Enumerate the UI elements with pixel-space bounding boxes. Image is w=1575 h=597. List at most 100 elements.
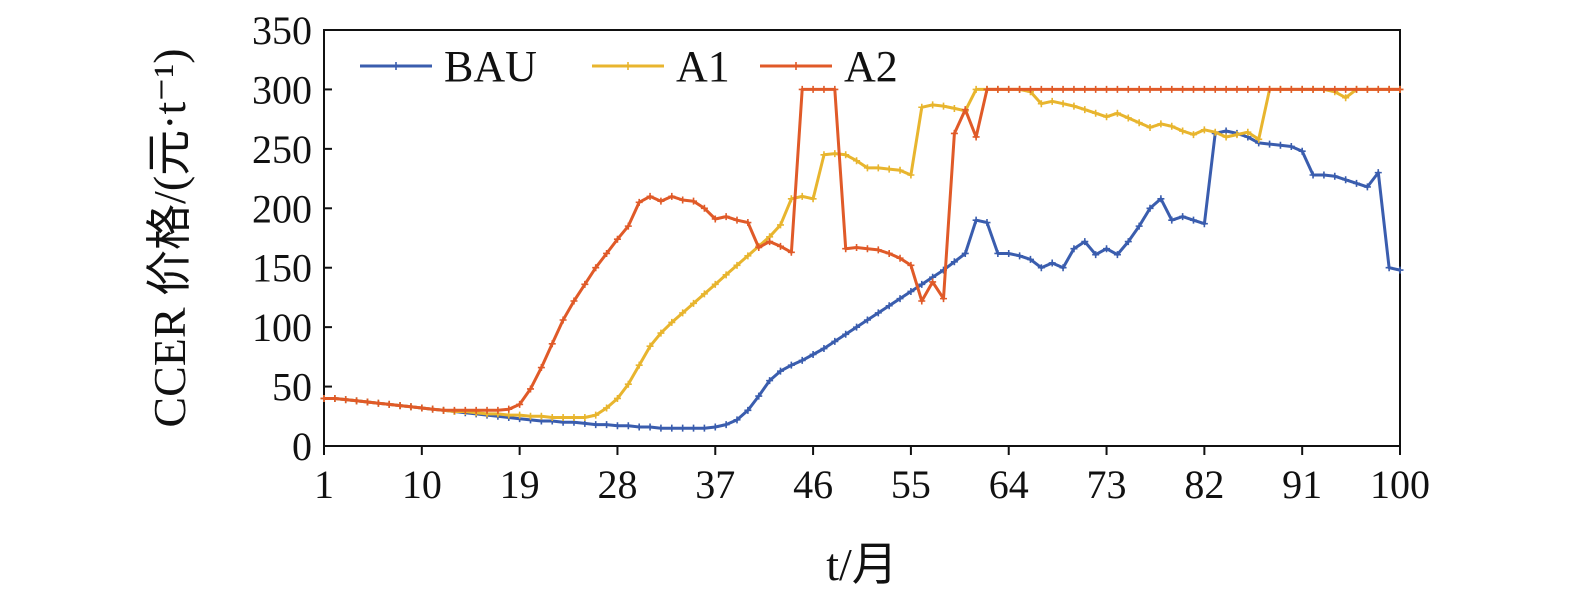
data-point-a2 bbox=[1244, 85, 1252, 93]
data-point-a2 bbox=[700, 204, 708, 212]
data-point-a2 bbox=[1135, 85, 1143, 93]
data-point-bau bbox=[1081, 238, 1089, 246]
x-tick-label: 10 bbox=[402, 462, 442, 507]
data-point-bau bbox=[1016, 252, 1024, 260]
x-axis: 1 10 19 28 37 46 55 64 73 82 91 100 bbox=[314, 446, 1430, 507]
series-layer bbox=[320, 85, 1404, 432]
data-point-a1 bbox=[1124, 114, 1132, 122]
data-point-a1 bbox=[1048, 97, 1056, 105]
data-point-a1 bbox=[690, 299, 698, 307]
data-point-a2 bbox=[646, 192, 654, 200]
data-point-a2 bbox=[744, 219, 752, 227]
y-tick-label: 0 bbox=[292, 424, 312, 469]
data-point-bau bbox=[1113, 251, 1121, 259]
data-point-a1 bbox=[950, 104, 958, 112]
data-point-bau bbox=[1168, 216, 1176, 224]
legend-marker bbox=[624, 62, 632, 70]
data-point-a2 bbox=[440, 406, 448, 414]
data-point-a1 bbox=[874, 164, 882, 172]
data-point-a1 bbox=[842, 151, 850, 159]
data-point-a2 bbox=[842, 245, 850, 253]
data-point-a1 bbox=[1222, 133, 1230, 141]
data-point-bau bbox=[1331, 172, 1339, 180]
data-point-bau bbox=[603, 421, 611, 429]
data-point-bau bbox=[787, 361, 795, 369]
data-point-bau bbox=[842, 330, 850, 338]
data-point-a1 bbox=[722, 271, 730, 279]
data-point-a2 bbox=[570, 297, 578, 305]
data-point-bau bbox=[1135, 222, 1143, 230]
data-point-a2 bbox=[1342, 85, 1350, 93]
data-point-a2 bbox=[624, 222, 632, 230]
data-point-a2 bbox=[1255, 85, 1263, 93]
data-point-a2 bbox=[831, 85, 839, 93]
data-point-a2 bbox=[1396, 85, 1404, 93]
data-point-a1 bbox=[581, 413, 589, 421]
data-point-a2 bbox=[1287, 85, 1295, 93]
data-point-a1 bbox=[657, 329, 665, 337]
legend-marker bbox=[792, 62, 800, 70]
data-point-bau bbox=[896, 295, 904, 303]
data-point-a1 bbox=[1168, 122, 1176, 130]
data-point-a1 bbox=[820, 151, 828, 159]
data-point-a1 bbox=[516, 411, 524, 419]
data-point-a2 bbox=[505, 405, 513, 413]
y-axis: 0 50 100 150 200 250 300 350 bbox=[252, 8, 332, 469]
data-point-a2 bbox=[363, 398, 371, 406]
data-point-a2 bbox=[1092, 85, 1100, 93]
data-point-bau bbox=[646, 423, 654, 431]
data-point-a1 bbox=[809, 195, 817, 203]
data-point-a1 bbox=[1157, 120, 1165, 128]
data-point-a2 bbox=[353, 397, 361, 405]
series-line-a2 bbox=[324, 87, 1400, 412]
data-point-a1 bbox=[505, 411, 513, 419]
y-tick-label: 250 bbox=[252, 127, 312, 172]
data-point-bau bbox=[1179, 213, 1187, 221]
data-point-a1 bbox=[853, 157, 861, 165]
data-point-bau bbox=[1146, 204, 1154, 212]
data-point-a2 bbox=[1331, 85, 1339, 93]
data-point-a2 bbox=[342, 396, 350, 404]
data-point-a2 bbox=[1266, 85, 1274, 93]
data-point-a2 bbox=[755, 244, 763, 252]
data-point-bau bbox=[972, 216, 980, 224]
series-bau bbox=[320, 127, 1404, 432]
y-tick-label: 200 bbox=[252, 186, 312, 231]
data-point-a2 bbox=[690, 197, 698, 205]
data-point-a1 bbox=[798, 192, 806, 200]
data-point-a2 bbox=[1146, 85, 1154, 93]
data-point-bau bbox=[994, 249, 1002, 257]
data-point-a2 bbox=[1026, 85, 1034, 93]
data-point-a2 bbox=[418, 404, 426, 412]
x-tick-label: 64 bbox=[989, 462, 1029, 507]
data-point-a2 bbox=[874, 246, 882, 254]
data-point-bau bbox=[798, 356, 806, 364]
data-point-bau bbox=[1353, 179, 1361, 187]
data-point-a2 bbox=[320, 394, 328, 402]
data-point-bau bbox=[809, 350, 817, 358]
data-point-a2 bbox=[396, 402, 404, 410]
data-point-a2 bbox=[896, 254, 904, 262]
x-tick-label: 100 bbox=[1370, 462, 1430, 507]
data-point-a2 bbox=[766, 238, 774, 246]
data-point-bau bbox=[1320, 171, 1328, 179]
data-point-bau bbox=[1374, 169, 1382, 177]
data-point-a2 bbox=[1016, 85, 1024, 93]
data-point-a1 bbox=[1092, 109, 1100, 117]
data-point-a1 bbox=[1200, 126, 1208, 134]
data-point-a2 bbox=[494, 406, 502, 414]
x-tick-label: 73 bbox=[1087, 462, 1127, 507]
data-point-bau bbox=[907, 287, 915, 295]
data-point-bau bbox=[863, 316, 871, 324]
data-point-a1 bbox=[1103, 113, 1111, 121]
data-point-bau bbox=[1287, 142, 1295, 150]
data-point-a2 bbox=[592, 264, 600, 272]
y-tick-label: 100 bbox=[252, 305, 312, 350]
data-point-a2 bbox=[559, 316, 567, 324]
data-point-a1 bbox=[733, 261, 741, 269]
data-point-a2 bbox=[1200, 85, 1208, 93]
data-point-a1 bbox=[1037, 100, 1045, 108]
data-point-bau bbox=[1070, 245, 1078, 253]
data-point-a2 bbox=[983, 85, 991, 93]
